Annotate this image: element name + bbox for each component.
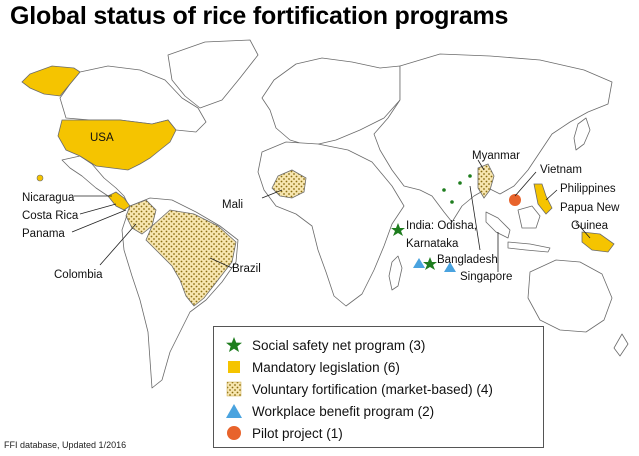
brazil-leader-line	[209, 257, 233, 269]
india-state-dot-icon-4	[468, 174, 472, 178]
india-triangle-icon	[413, 258, 425, 268]
bangladesh-leader-line	[469, 185, 481, 251]
bangladesh-star-icon	[423, 257, 437, 270]
label-colombia: Colombia	[54, 269, 103, 281]
usa-mandatory-region	[57, 119, 177, 171]
label-myanmar: Myanmar	[472, 150, 520, 162]
borneo-land	[517, 205, 541, 229]
triangle-blue-icon	[224, 401, 244, 421]
circle-orange-icon	[224, 423, 244, 443]
label-vietnam: Vietnam	[540, 164, 582, 176]
alaska-mandatory-region	[21, 65, 81, 97]
india-state-dot-icon	[442, 188, 446, 192]
india-state-dot-icon-2	[450, 200, 454, 204]
legend-label: Pilot project (1)	[252, 425, 343, 441]
india-odisha-star-icon	[391, 223, 405, 236]
label-brazil: Brazil	[232, 263, 261, 275]
europe-land	[261, 57, 401, 147]
india-state-dot-icon-3	[458, 181, 462, 185]
singapore-triangle-icon	[444, 262, 456, 272]
legend-item: Social safety net program (3)	[224, 335, 425, 355]
label-png-line2: Guinea	[571, 220, 609, 232]
australia-land	[527, 259, 613, 333]
myanmar-voluntary-region	[477, 163, 495, 199]
vietnam-leader-line	[514, 171, 537, 197]
colombia-voluntary-region	[125, 199, 157, 235]
label-india-line1: India: Odisha,	[406, 220, 477, 232]
legend-item: Pilot project (1)	[224, 423, 343, 443]
legend-label: Social safety net program (3)	[252, 337, 426, 353]
label-mali: Mali	[222, 199, 243, 211]
label-costa-rica: Costa Rica	[22, 210, 79, 222]
africa-land	[257, 141, 405, 307]
map-legend: Social safety net program (3) Mandatory …	[213, 326, 544, 448]
greenland-land	[167, 39, 259, 109]
myanmar-leader-line	[477, 159, 485, 171]
square-yellow-icon	[224, 357, 244, 377]
java-land	[507, 241, 551, 253]
label-philippines: Philippines	[560, 183, 616, 195]
legend-label: Voluntary fortification (market-based) (…	[252, 381, 493, 397]
panama-leader-line	[71, 209, 127, 233]
costa-rica-leader-line	[79, 203, 117, 215]
vietnam-pilot-circle-icon	[509, 194, 521, 206]
central-america-mandatory-region	[107, 191, 131, 211]
png-mandatory-region	[581, 231, 615, 253]
label-bangladesh: Bangladesh	[437, 254, 498, 266]
philippines-mandatory-region	[533, 183, 553, 215]
label-nicaragua: Nicaragua	[22, 192, 75, 204]
japan-land	[573, 117, 591, 151]
square-dotted-icon	[224, 379, 244, 399]
legend-item: Workplace benefit program (2)	[224, 401, 434, 421]
legend-label: Mandatory legislation (6)	[252, 359, 400, 375]
label-usa: USA	[90, 132, 114, 144]
colombia-leader-line	[99, 223, 137, 266]
label-panama: Panama	[22, 228, 65, 240]
asia-land	[373, 53, 613, 223]
label-png-line1: Papua New	[560, 202, 620, 214]
madagascar-land	[388, 255, 403, 291]
label-india-line2: Karnataka	[406, 238, 459, 250]
hawaii-mandatory-region	[36, 174, 44, 182]
brazil-voluntary-region	[145, 209, 237, 307]
new-zealand-land	[613, 333, 629, 357]
legend-item: Voluntary fortification (market-based) (…	[224, 379, 493, 399]
mali-leader-line	[261, 189, 283, 199]
sumatra-land	[485, 211, 511, 239]
png-leader-line	[575, 221, 591, 239]
star-green-icon	[224, 335, 244, 355]
legend-item: Mandatory legislation (6)	[224, 357, 400, 377]
map-title: Global status of rice fortification prog…	[10, 2, 509, 30]
source-note: FFI database, Updated 1/2016	[4, 440, 127, 450]
legend-label: Workplace benefit program (2)	[252, 403, 435, 419]
label-singapore: Singapore	[460, 271, 512, 283]
philippines-leader-line	[545, 189, 558, 201]
